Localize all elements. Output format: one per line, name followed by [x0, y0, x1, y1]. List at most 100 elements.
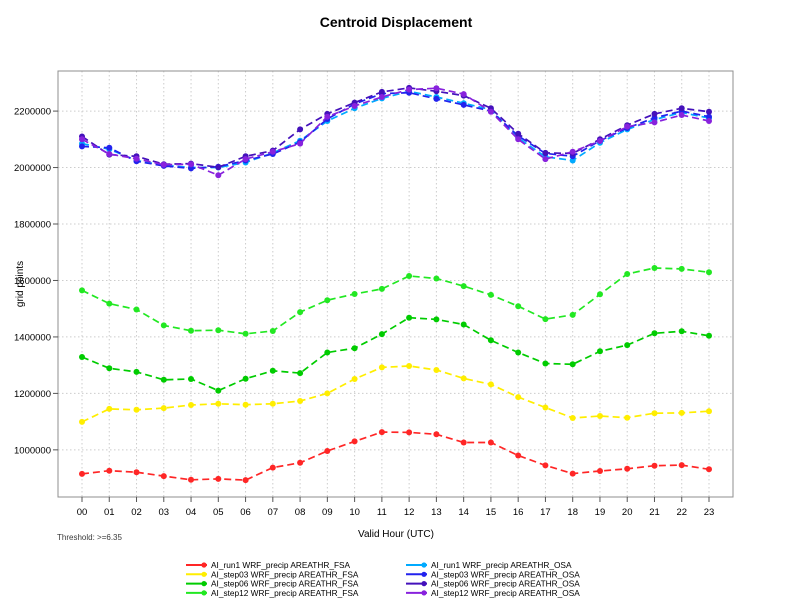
data-point [624, 271, 631, 277]
data-point [706, 408, 712, 415]
x-tick-label: 10 [349, 507, 360, 518]
y-tick-label: 1400000 [14, 332, 51, 343]
data-point [324, 349, 331, 356]
data-point [624, 123, 631, 130]
x-tick-label: 20 [622, 507, 633, 518]
data-point [351, 291, 358, 297]
data-point [133, 406, 140, 413]
data-point [515, 452, 522, 459]
legend-entry-2: AI_step06 WRF_precip AREATHR_FSA [186, 579, 359, 589]
data-point [433, 85, 440, 92]
data-point [133, 469, 140, 476]
data-point [678, 105, 685, 112]
data-point [460, 321, 467, 328]
legend-entry-7: AI_step12 WRF_precip AREATHR_OSA [406, 588, 580, 598]
legend-entry-3: AI_step12 WRF_precip AREATHR_FSA [186, 588, 359, 598]
x-tick-label: 23 [704, 507, 715, 518]
plot-frame [57, 70, 734, 498]
data-point [215, 475, 222, 482]
data-point [242, 477, 249, 484]
series-4 [79, 88, 712, 171]
data-point [351, 103, 358, 109]
series-line [81, 431, 710, 481]
data-point [324, 297, 331, 304]
x-tick-label: 00 [77, 507, 88, 518]
data-point [79, 470, 85, 477]
data-point [651, 462, 658, 469]
data-point [297, 370, 304, 377]
x-tick-label: 19 [595, 507, 606, 518]
data-point [651, 330, 658, 337]
data-point [406, 86, 413, 93]
data-point [106, 300, 113, 307]
data-point [569, 148, 576, 155]
data-point [215, 387, 222, 394]
data-point [597, 413, 603, 419]
legend-swatch-dot [201, 562, 207, 568]
x-axis-label: Valid Hour (UTC) [358, 529, 434, 540]
x-tick-label: 17 [540, 507, 551, 518]
legend-label: AI_run1 WRF_precip AREATHR_FSA [211, 560, 351, 570]
data-point [269, 464, 276, 471]
legend: AI_run1 WRF_precip AREATHR_FSAAI_step03 … [186, 560, 580, 598]
data-point [706, 113, 712, 120]
legend-label: AI_step12 WRF_precip AREATHR_FSA [211, 588, 359, 598]
x-tick-label: 01 [104, 507, 115, 518]
data-point [706, 108, 712, 115]
data-point [188, 402, 194, 408]
y-tick-label: 1600000 [14, 276, 51, 287]
data-point [406, 273, 413, 279]
data-point [569, 361, 576, 368]
data-point [215, 400, 222, 407]
data-point [297, 126, 304, 133]
data-point [160, 473, 167, 480]
data-point [542, 360, 549, 367]
series-line [81, 316, 710, 392]
series-line [81, 90, 710, 169]
data-point [242, 401, 249, 408]
data-point [297, 140, 304, 147]
data-point [460, 101, 467, 108]
series-3 [79, 265, 712, 337]
x-tick-label: 09 [322, 507, 333, 518]
data-series [79, 84, 712, 484]
data-point [624, 465, 631, 472]
data-point [133, 368, 140, 375]
data-point [569, 311, 576, 318]
data-point [706, 466, 712, 473]
legend-swatch-dot [421, 590, 427, 596]
data-point [378, 331, 385, 338]
data-point [188, 476, 194, 483]
y-tick-label: 1000000 [14, 445, 51, 456]
data-point [79, 143, 85, 150]
data-point [651, 110, 658, 117]
data-point [433, 367, 440, 373]
data-point [242, 375, 249, 382]
data-point [160, 405, 167, 412]
data-point [378, 285, 385, 292]
data-point [569, 415, 576, 421]
x-tick-label: 14 [458, 507, 469, 518]
data-point [487, 439, 494, 446]
data-point [597, 138, 603, 144]
series-6 [79, 84, 712, 171]
data-point [706, 118, 712, 124]
data-point [188, 376, 194, 382]
data-point [542, 149, 549, 156]
legend-entry-6: AI_step06 WRF_precip AREATHR_OSA [406, 579, 580, 589]
data-point [188, 327, 194, 334]
data-point [515, 394, 522, 401]
legend-swatch-dot [201, 590, 207, 596]
series-0 [79, 429, 712, 484]
data-point [106, 405, 113, 412]
data-point [106, 151, 113, 157]
data-point [79, 354, 85, 360]
data-point [515, 349, 522, 356]
data-point [269, 328, 276, 334]
threshold-note: Threshold: >=6.35 [57, 533, 122, 542]
legend-label: AI_step06 WRF_precip AREATHR_FSA [211, 579, 359, 589]
data-point [487, 381, 494, 388]
data-point [487, 108, 494, 115]
x-tick-label: 21 [649, 507, 660, 518]
